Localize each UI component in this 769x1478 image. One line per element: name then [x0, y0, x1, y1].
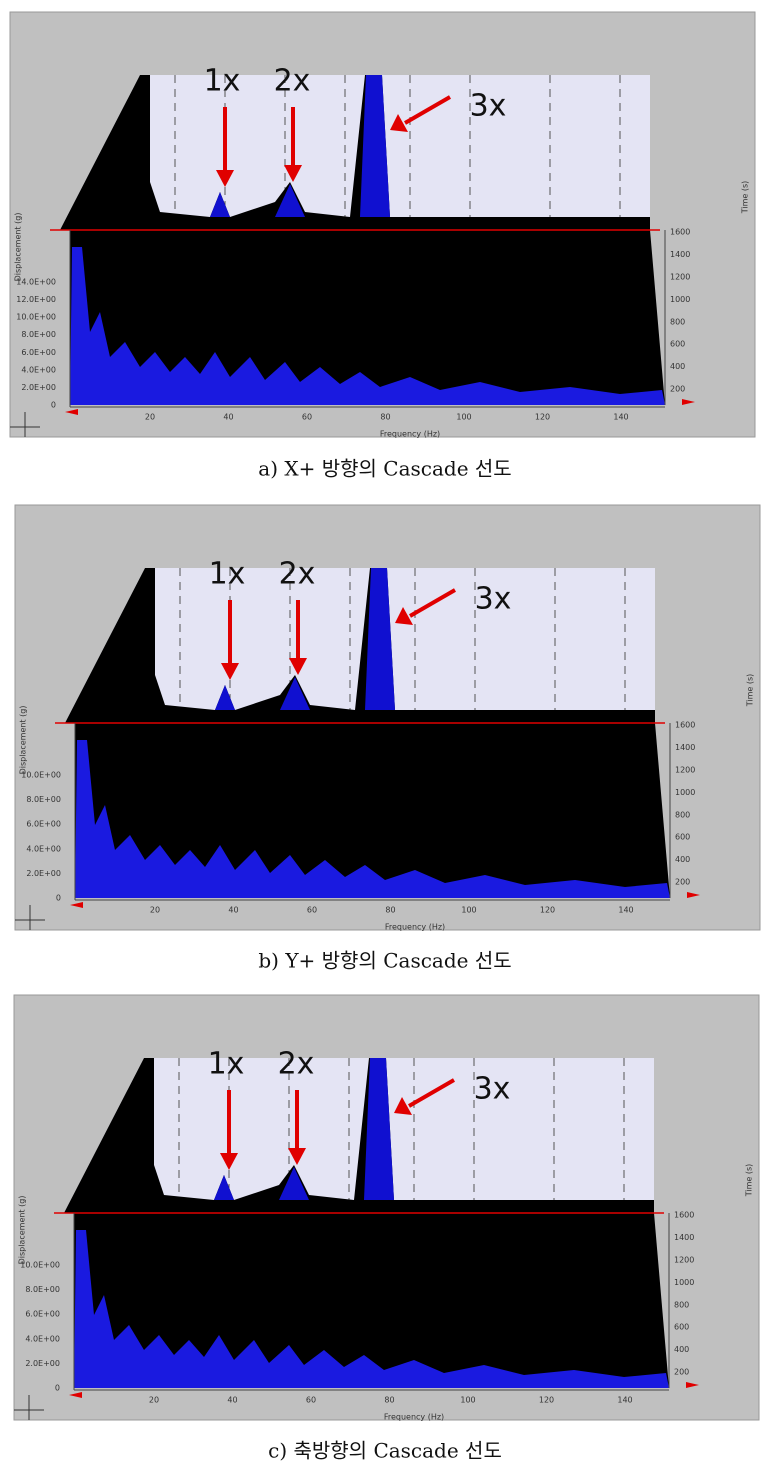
- x-tick-label: 60: [302, 413, 312, 422]
- y-tick-label: 6.0E+00: [21, 348, 56, 357]
- time-tick-label: 800: [674, 1300, 689, 1309]
- x-tick-label: 60: [306, 1396, 316, 1405]
- panel-b-plot: [13, 503, 762, 932]
- caption: b) Y+ 방향의 Cascade 선도: [258, 949, 511, 973]
- x-tick-label: 100: [456, 413, 471, 422]
- caption: a) X+ 방향의 Cascade 선도: [258, 457, 511, 481]
- x-tick-label: 20: [145, 413, 155, 422]
- annotation: 3x: [470, 89, 507, 124]
- x-axis-title: Frequency (Hz): [384, 1413, 444, 1422]
- x-axis-title: Frequency (Hz): [380, 430, 440, 439]
- panel-a-plot: [8, 10, 757, 439]
- time-tick-label: 1600: [675, 721, 695, 730]
- y-tick-label: 0: [56, 894, 61, 903]
- y-tick-label: 2.0E+00: [21, 383, 56, 392]
- time-tick-label: 200: [675, 878, 690, 887]
- caption: c) 축방향의 Cascade 선도: [268, 1439, 502, 1463]
- time-axis-title: Time (s): [741, 181, 750, 215]
- y-axis-title: Displacement (g): [14, 213, 23, 282]
- time-tick-label: 1600: [674, 1211, 694, 1220]
- x-tick-label: 120: [540, 906, 555, 915]
- y-tick-label: 4.0E+00: [21, 365, 56, 374]
- time-tick-label: 400: [670, 362, 685, 371]
- time-tick-label: 1200: [670, 273, 690, 282]
- time-tick-label: 1400: [670, 250, 690, 259]
- y-tick-label: 8.0E+00: [26, 795, 61, 804]
- y-tick-label: 6.0E+00: [26, 820, 61, 829]
- time-tick-label: 1200: [674, 1256, 694, 1265]
- time-tick-label: 1200: [675, 766, 695, 775]
- time-tick-label: 1000: [674, 1278, 694, 1287]
- x-tick-label: 120: [535, 413, 550, 422]
- x-tick-label: 140: [618, 906, 633, 915]
- x-tick-label: 100: [461, 906, 476, 915]
- x-tick-label: 40: [227, 1396, 237, 1405]
- panel-c-plot: [12, 993, 761, 1422]
- y-tick-label: 6.0E+00: [25, 1310, 60, 1319]
- time-tick-label: 600: [674, 1323, 689, 1332]
- x-tick-label: 140: [617, 1396, 632, 1405]
- annotation: 3x: [474, 1072, 511, 1107]
- annotation: 1x: [209, 557, 246, 592]
- time-tick-label: 200: [670, 385, 685, 394]
- x-tick-label: 140: [613, 413, 628, 422]
- y-tick-label: 14.0E+00: [16, 278, 56, 287]
- time-axis-title: Time (s): [746, 674, 755, 708]
- time-tick-label: 400: [675, 855, 690, 864]
- time-tick-label: 600: [670, 340, 685, 349]
- annotation: 2x: [279, 557, 316, 592]
- y-tick-label: 12.0E+00: [16, 295, 56, 304]
- y-axis-title: Displacement (g): [18, 1196, 27, 1265]
- x-tick-label: 20: [149, 1396, 159, 1405]
- x-tick-label: 80: [385, 906, 395, 915]
- y-tick-label: 8.0E+00: [25, 1285, 60, 1294]
- time-tick-label: 200: [674, 1368, 689, 1377]
- y-tick-label: 2.0E+00: [25, 1359, 60, 1368]
- y-tick-label: 0: [51, 401, 56, 410]
- x-axis-title: Frequency (Hz): [385, 923, 445, 932]
- y-tick-label: 0: [55, 1384, 60, 1393]
- x-tick-label: 20: [150, 906, 160, 915]
- y-tick-label: 4.0E+00: [26, 844, 61, 853]
- time-tick-label: 1400: [675, 743, 695, 752]
- y-tick-label: 4.0E+00: [25, 1334, 60, 1343]
- x-tick-label: 120: [539, 1396, 554, 1405]
- annotation: 2x: [278, 1047, 315, 1082]
- time-tick-label: 400: [674, 1345, 689, 1354]
- y-axis-title: Displacement (g): [19, 706, 28, 775]
- time-axis-title: Time (s): [745, 1164, 754, 1198]
- y-tick-label: 10.0E+00: [21, 771, 61, 780]
- x-tick-label: 60: [307, 906, 317, 915]
- time-tick-label: 800: [675, 810, 690, 819]
- time-tick-label: 1600: [670, 228, 690, 237]
- x-tick-label: 100: [460, 1396, 475, 1405]
- annotation: 3x: [475, 582, 512, 617]
- annotation: 1x: [204, 64, 241, 99]
- x-tick-label: 80: [384, 1396, 394, 1405]
- time-tick-label: 1000: [675, 788, 695, 797]
- annotation: 1x: [208, 1047, 245, 1082]
- x-tick-label: 40: [223, 413, 233, 422]
- time-tick-label: 1000: [670, 295, 690, 304]
- y-tick-label: 2.0E+00: [26, 869, 61, 878]
- y-tick-label: 10.0E+00: [20, 1261, 60, 1270]
- x-tick-label: 80: [380, 413, 390, 422]
- x-tick-label: 40: [228, 906, 238, 915]
- annotation: 2x: [274, 64, 311, 99]
- y-tick-label: 10.0E+00: [16, 313, 56, 322]
- time-tick-label: 800: [670, 317, 685, 326]
- time-tick-label: 1400: [674, 1233, 694, 1242]
- y-tick-label: 8.0E+00: [21, 330, 56, 339]
- time-tick-label: 600: [675, 833, 690, 842]
